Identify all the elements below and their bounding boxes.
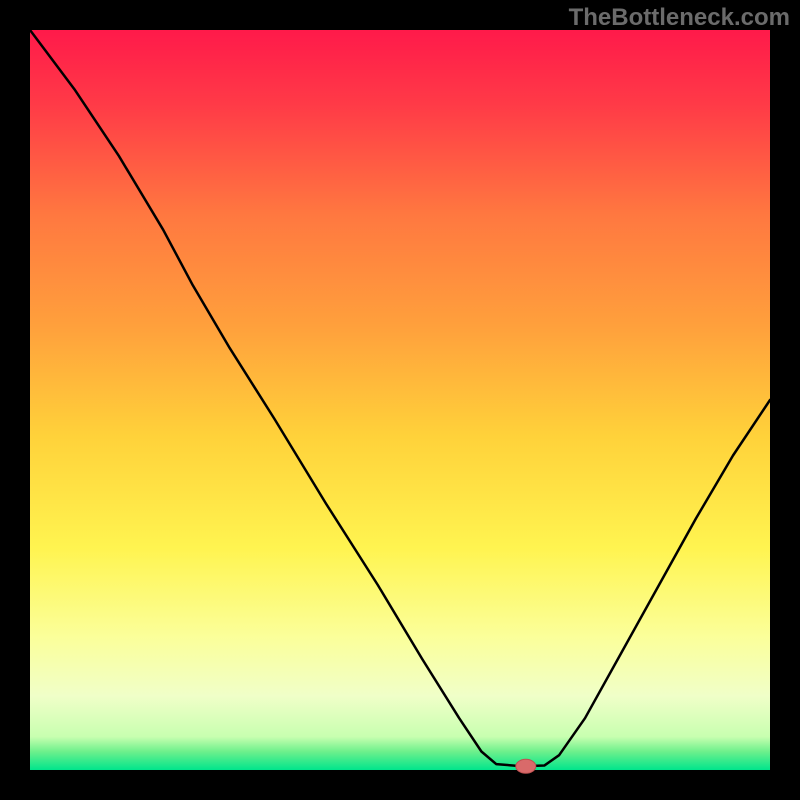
attribution-label: TheBottleneck.com: [569, 4, 790, 32]
optimal-point-marker: [516, 759, 536, 773]
bottleneck-chart: TheBottleneck.com: [0, 0, 800, 800]
chart-plot-background: [30, 30, 770, 770]
chart-svg: [0, 0, 800, 800]
